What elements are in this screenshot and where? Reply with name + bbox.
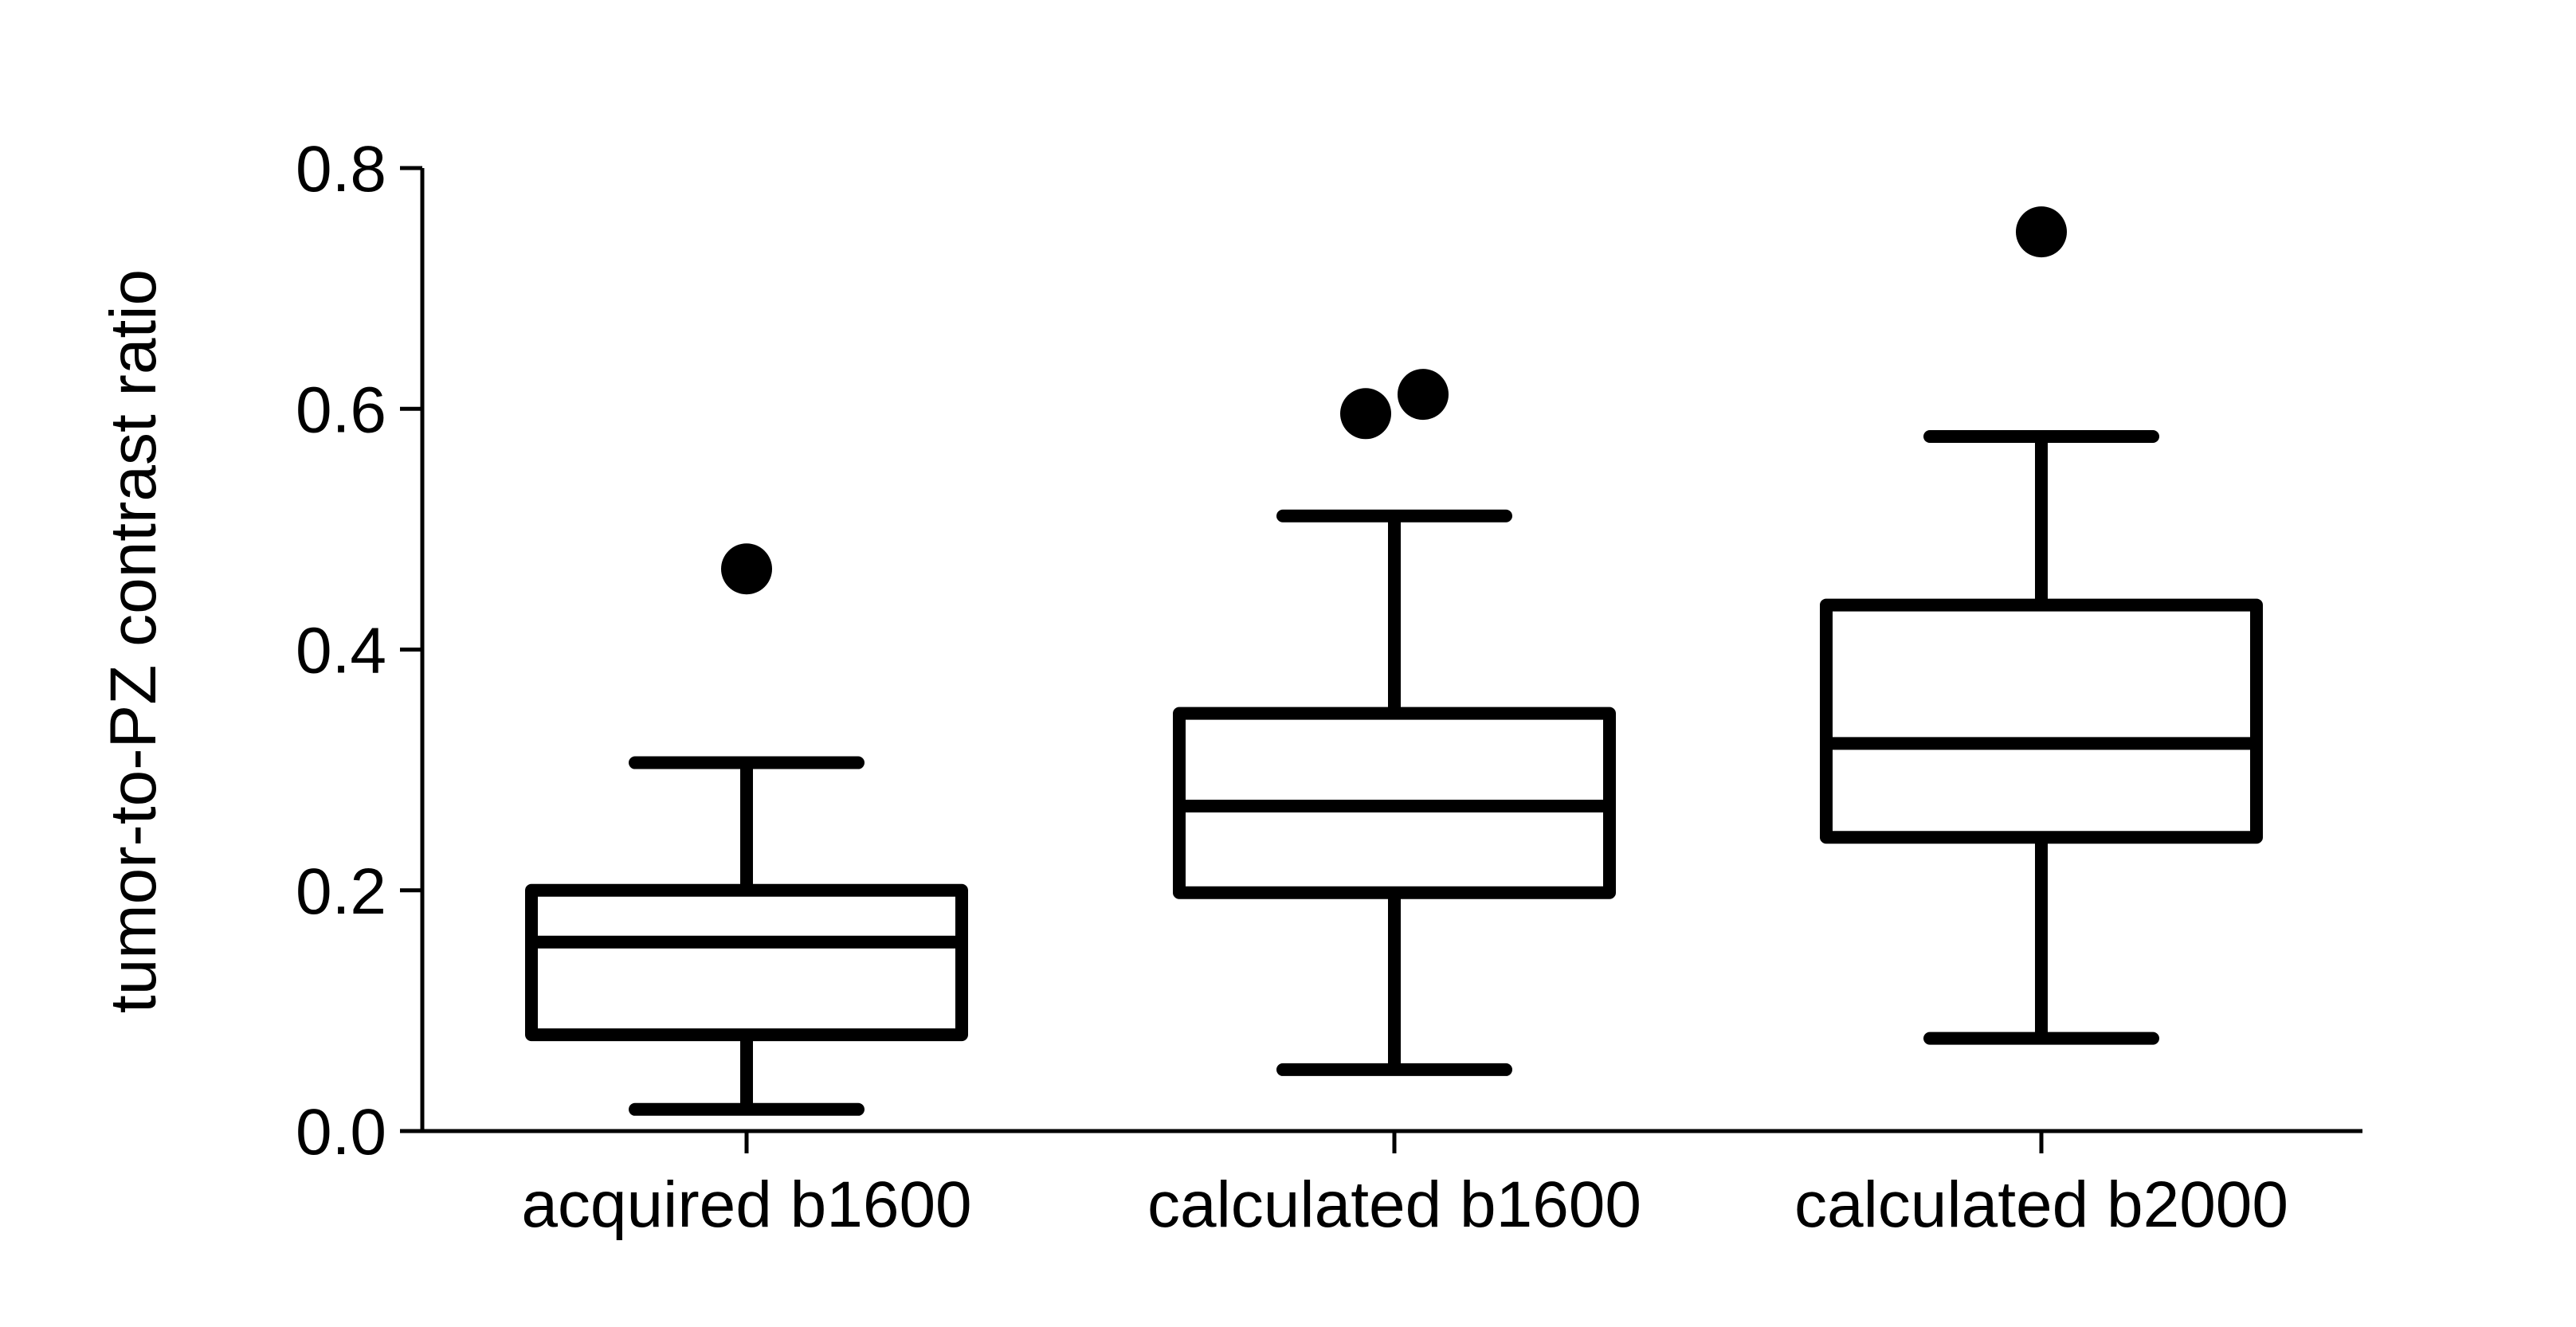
- x-category-label: acquired b1600: [521, 1168, 971, 1241]
- box-1: [525, 543, 968, 1116]
- y-tick-label: 0.0: [296, 1096, 386, 1168]
- y-axis: 0.0 0.2 0.4 0.6 0.8: [296, 133, 425, 1168]
- x-axis: acquired b1600 calculated b1600 calculated…: [422, 1129, 2362, 1241]
- box-iqr: [525, 883, 968, 1042]
- y-axis-title: tumor-to-PZ contrast ratio: [97, 269, 170, 1013]
- outlier-point: [2016, 206, 2067, 258]
- box-3: [1820, 206, 2263, 1045]
- boxes: [525, 206, 2263, 1116]
- y-tick-label: 0.2: [296, 855, 386, 928]
- y-tick-label: 0.4: [296, 615, 386, 687]
- outlier-point: [721, 543, 772, 595]
- y-tick-label: 0.6: [296, 374, 386, 446]
- y-tick-label: 0.8: [296, 133, 386, 206]
- outlier-point: [1340, 388, 1391, 440]
- box-iqr: [1820, 598, 2263, 844]
- x-category-label: calculated b1600: [1147, 1168, 1641, 1241]
- outlier-point: [1398, 369, 1449, 421]
- x-category-label: calculated b2000: [1794, 1168, 2288, 1241]
- box-2: [1173, 369, 1616, 1076]
